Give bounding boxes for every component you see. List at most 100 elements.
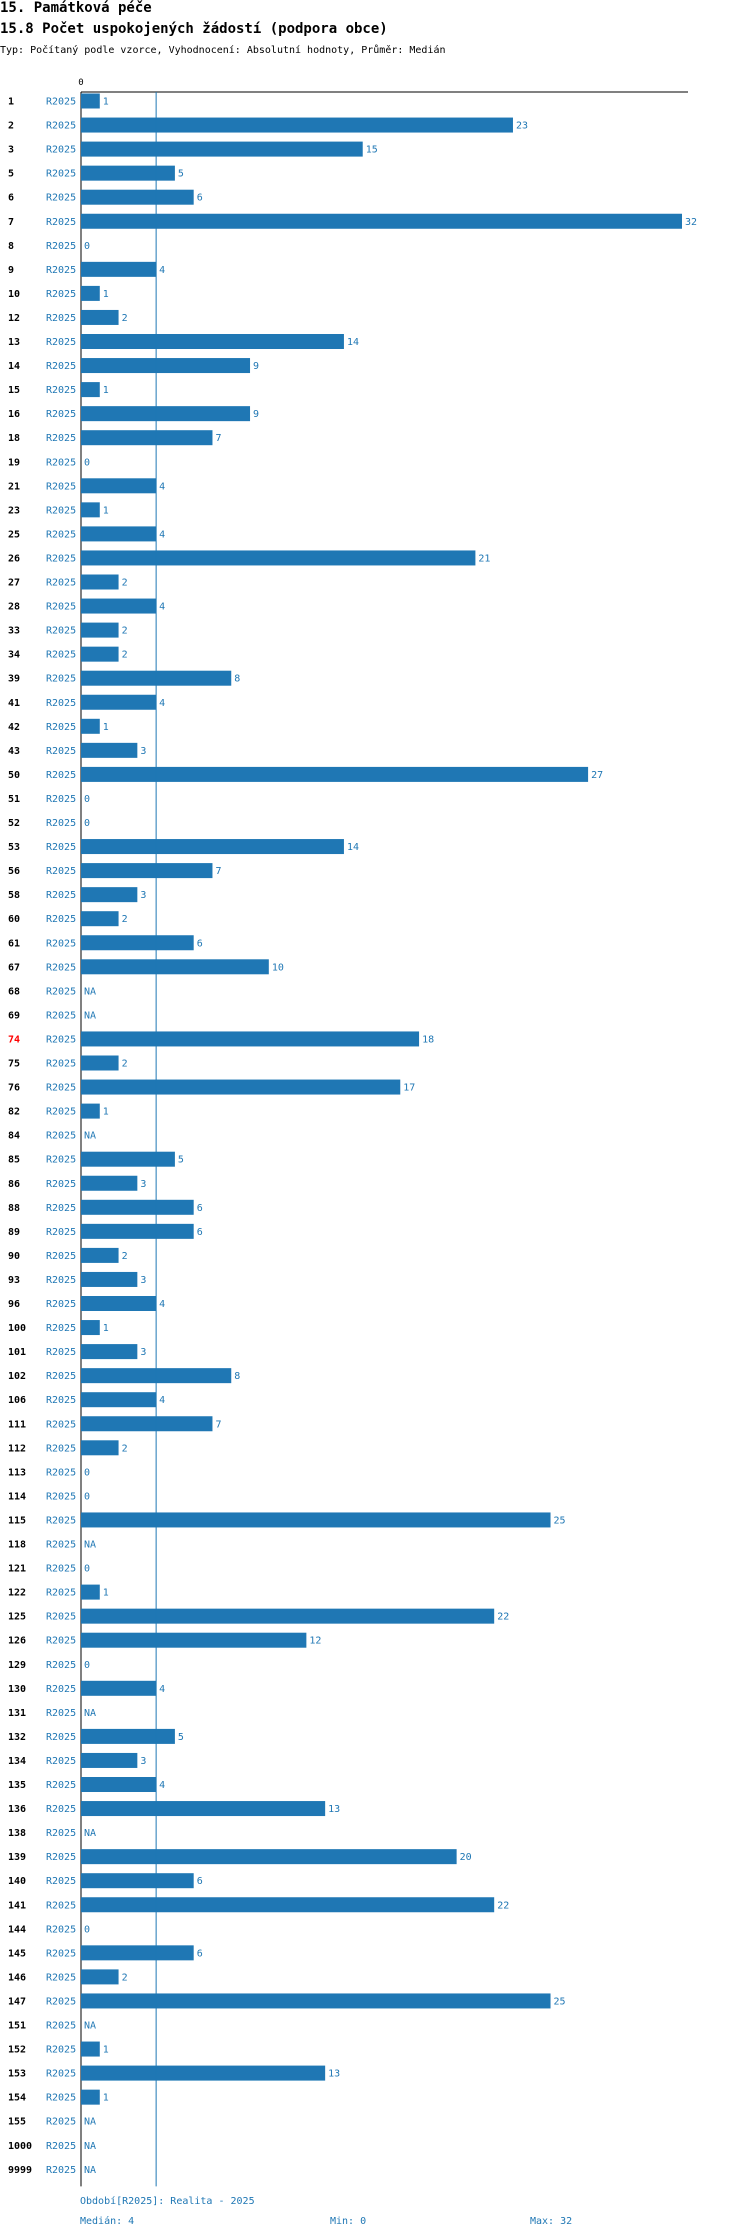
data-label: NA bbox=[84, 1540, 96, 1551]
bar bbox=[81, 1055, 119, 1071]
bar bbox=[81, 478, 157, 494]
data-label: 23 bbox=[516, 121, 528, 132]
category-label: 2 bbox=[8, 121, 14, 132]
series-label: R2025 bbox=[46, 337, 76, 348]
data-label: 4 bbox=[159, 481, 165, 492]
data-label: 17 bbox=[403, 1083, 415, 1094]
category-label: 154 bbox=[8, 2093, 26, 2104]
series-label: R2025 bbox=[46, 2117, 76, 2128]
category-label: 86 bbox=[8, 1179, 20, 1190]
bar bbox=[81, 1632, 307, 1648]
data-label: 25 bbox=[554, 1996, 566, 2007]
category-label: 8 bbox=[8, 241, 14, 252]
bar bbox=[81, 574, 119, 590]
data-label: 0 bbox=[84, 1491, 90, 1502]
series-label: R2025 bbox=[46, 1564, 76, 1575]
series-label: R2025 bbox=[46, 2093, 76, 2104]
category-label: 153 bbox=[8, 2069, 26, 2080]
category-label: 53 bbox=[8, 842, 20, 853]
category-label: 75 bbox=[8, 1059, 20, 1070]
category-label: 1 bbox=[8, 97, 14, 108]
bar bbox=[81, 1440, 119, 1456]
series-label: R2025 bbox=[46, 578, 76, 589]
series-label: R2025 bbox=[46, 1083, 76, 1094]
series-label: R2025 bbox=[46, 457, 76, 468]
series-label: R2025 bbox=[46, 529, 76, 540]
data-label: 32 bbox=[685, 217, 697, 228]
data-label: 0 bbox=[84, 1467, 90, 1478]
category-label: 7 bbox=[8, 217, 14, 228]
series-label: R2025 bbox=[46, 1732, 76, 1743]
bar bbox=[81, 1849, 457, 1865]
bar bbox=[81, 1873, 194, 1889]
data-label: 2 bbox=[122, 914, 128, 925]
data-label: 2 bbox=[122, 650, 128, 661]
bar bbox=[81, 1512, 551, 1528]
series-label: R2025 bbox=[46, 1540, 76, 1551]
category-label: 19 bbox=[8, 457, 20, 468]
category-label: 84 bbox=[8, 1131, 20, 1142]
data-label: NA bbox=[84, 2141, 96, 2152]
bar bbox=[81, 1103, 100, 1119]
bar bbox=[81, 863, 213, 879]
data-label: 27 bbox=[591, 770, 603, 781]
category-label: 42 bbox=[8, 722, 20, 733]
data-label: 7 bbox=[215, 1419, 221, 1430]
series-label: R2025 bbox=[46, 1467, 76, 1478]
category-label: 147 bbox=[8, 1996, 26, 2007]
category-label: 85 bbox=[8, 1155, 20, 1166]
bar bbox=[81, 261, 157, 277]
series-label: R2025 bbox=[46, 650, 76, 661]
series-label: R2025 bbox=[46, 481, 76, 492]
series-label: R2025 bbox=[46, 2069, 76, 2080]
bar bbox=[81, 309, 119, 325]
data-label: 4 bbox=[159, 1299, 165, 1310]
series-label: R2025 bbox=[46, 2141, 76, 2152]
bar bbox=[81, 887, 138, 903]
category-label: 3 bbox=[8, 145, 14, 156]
bar bbox=[81, 430, 213, 446]
bar bbox=[81, 1897, 495, 1913]
category-label: 50 bbox=[8, 770, 20, 781]
data-label: 6 bbox=[197, 1227, 203, 1238]
series-label: R2025 bbox=[46, 409, 76, 420]
category-label: 100 bbox=[8, 1323, 26, 1334]
bar bbox=[81, 959, 269, 975]
data-label: 3 bbox=[140, 890, 146, 901]
series-label: R2025 bbox=[46, 674, 76, 685]
series-label: R2025 bbox=[46, 794, 76, 805]
category-label: 67 bbox=[8, 962, 20, 973]
series-label: R2025 bbox=[46, 1251, 76, 1262]
data-label: 1 bbox=[103, 1588, 109, 1599]
series-label: R2025 bbox=[46, 1612, 76, 1623]
series-label: R2025 bbox=[46, 121, 76, 132]
bar bbox=[81, 550, 476, 566]
series-label: R2025 bbox=[46, 361, 76, 372]
data-label: 2 bbox=[122, 1251, 128, 1262]
data-label: 22 bbox=[497, 1900, 509, 1911]
series-label: R2025 bbox=[46, 1107, 76, 1118]
bar bbox=[81, 1801, 326, 1817]
series-label: R2025 bbox=[46, 1876, 76, 1887]
series-label: R2025 bbox=[46, 1131, 76, 1142]
category-label: 14 bbox=[8, 361, 20, 372]
category-label: 5 bbox=[8, 169, 14, 180]
category-label: 145 bbox=[8, 1948, 26, 1959]
category-label: 121 bbox=[8, 1564, 26, 1575]
data-label: 20 bbox=[460, 1852, 472, 1863]
series-label: R2025 bbox=[46, 1948, 76, 1959]
data-label: 15 bbox=[366, 145, 378, 156]
series-label: R2025 bbox=[46, 433, 76, 444]
category-label: 131 bbox=[8, 1708, 26, 1719]
data-label: 6 bbox=[197, 1876, 203, 1887]
data-label: 0 bbox=[84, 241, 90, 252]
data-label: 5 bbox=[178, 1155, 184, 1166]
category-label: 12 bbox=[8, 313, 20, 324]
category-label: 21 bbox=[8, 481, 20, 492]
category-label: 9 bbox=[8, 265, 14, 276]
data-label: 1 bbox=[103, 2093, 109, 2104]
category-label: 23 bbox=[8, 505, 20, 516]
bar bbox=[81, 1584, 100, 1600]
section-title: 15. Památková péče bbox=[0, 0, 152, 16]
